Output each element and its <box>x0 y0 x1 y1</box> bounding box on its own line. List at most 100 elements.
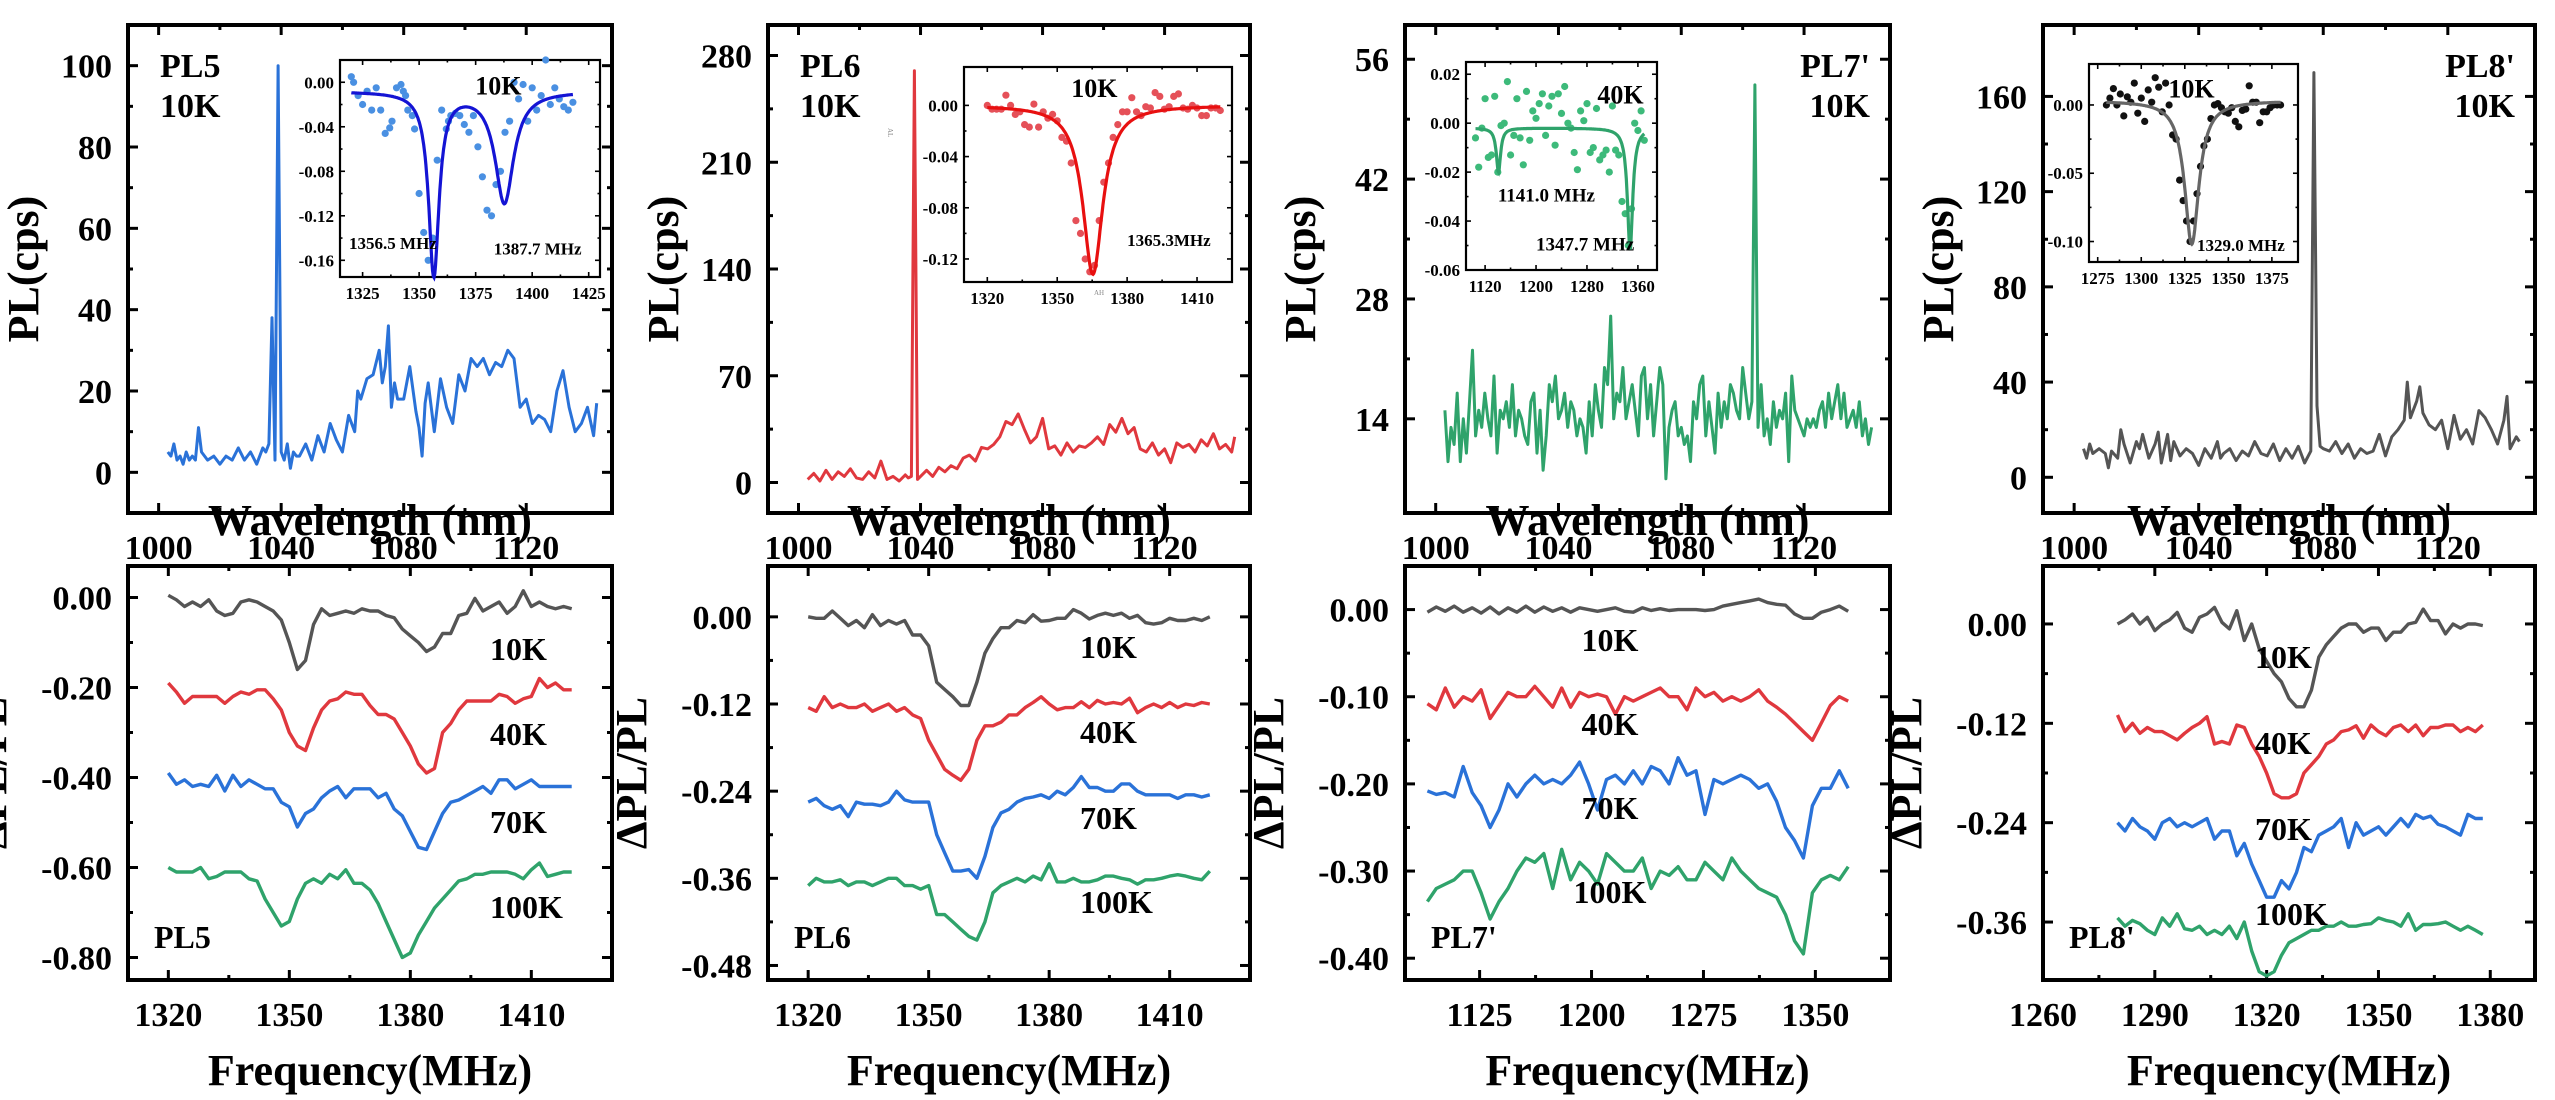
inset-data-point <box>1475 163 1483 171</box>
y-tick-label: -0.12 <box>1956 706 2027 743</box>
inset-data-point <box>1640 136 1648 144</box>
inset-data-point <box>515 95 523 103</box>
y-tick-label: 40 <box>78 293 112 330</box>
inset-data-point <box>1202 112 1210 120</box>
inset-data-point <box>1542 131 1550 139</box>
y-tick-label: -0.12 <box>923 250 958 269</box>
inset-fit-curve <box>1475 126 1646 251</box>
inset-data-point <box>1510 131 1518 139</box>
temperature-label: 40K <box>2255 725 2312 761</box>
x-tick-label: 1325 <box>346 284 380 303</box>
inset-data-point <box>1146 104 1154 112</box>
inset-data-point <box>408 112 416 120</box>
odmr-trace-10K <box>167 589 573 672</box>
inset-data-point <box>438 106 446 114</box>
inset-data-point <box>1516 134 1524 142</box>
inset-data-point <box>2176 176 2184 184</box>
inset-data-point <box>1602 146 1610 154</box>
odmr-trace-70K <box>807 774 1211 880</box>
x-tick-label: 1350 <box>402 284 436 303</box>
inset-data-point <box>2242 105 2250 113</box>
y-tick-label: 0.00 <box>1968 607 2028 644</box>
y-tick-label: -0.48 <box>681 948 752 985</box>
plot-frame <box>962 65 1234 284</box>
plot-frame <box>766 564 1252 982</box>
inset-data-point <box>1605 168 1613 176</box>
y-tick-label: -0.10 <box>2048 233 2083 252</box>
inset-data-point <box>2134 109 2142 117</box>
inset-data-point <box>1513 95 1521 103</box>
inset-data-point <box>1072 217 1080 225</box>
inset-fit-curve <box>987 105 1221 277</box>
y-tick-label: -0.24 <box>1956 806 2027 843</box>
spectrum-line <box>2082 71 2521 470</box>
y-tick-label: -0.80 <box>41 941 112 978</box>
x-tick-label: 1080 <box>2289 530 2357 567</box>
y-tick-label: 40 <box>1993 365 2027 402</box>
inset-data-point <box>1067 159 1075 167</box>
odmr-trace-40K <box>167 676 572 775</box>
y-tick-label: 0.00 <box>2053 96 2083 115</box>
odmr-trace-70K <box>1426 756 1850 860</box>
odmr-trace-40K <box>2115 714 2484 800</box>
sample-label: PL5 <box>154 919 211 955</box>
inset-data-point <box>551 84 559 92</box>
inset-data-point <box>2109 85 2117 93</box>
inset-data-point <box>420 228 428 237</box>
x-tick-label: 1080 <box>370 530 438 567</box>
inset-data-point <box>1535 100 1543 108</box>
x-tick-label: 1120 <box>493 530 559 567</box>
y-tick-label: 56 <box>1355 42 1389 79</box>
y-tick-label: -0.40 <box>1318 941 1389 978</box>
inset-data-point <box>433 156 441 164</box>
x-tick-label: 1040 <box>887 530 955 567</box>
inset-data-point <box>1030 100 1038 108</box>
plot-frame <box>1403 23 1892 515</box>
y-axis-title: ΔPL/PL <box>607 697 656 849</box>
inset-data-point <box>2151 74 2159 82</box>
y-axis-title: PL(cps) <box>1276 196 1325 343</box>
x-tick-label: 1350 <box>895 997 963 1034</box>
odmr-panel-1: 1320 1350 1380 1410 0.00 -0.20 -0.40 -0.60 -0.80… <box>0 564 614 1095</box>
x-tick-label: 1000 <box>1402 530 1470 567</box>
inset-data-point <box>1532 114 1540 122</box>
inset-data-point <box>546 100 554 109</box>
x-tick-label: 1040 <box>2165 530 2233 567</box>
inset-data-point <box>542 56 550 64</box>
spectrum-panel-2: 1000 1040 1080 1120 0 70 140 210 280 Wavelength (… <box>639 23 1252 567</box>
inset-peak-annotation: 1387.7 MHz <box>494 240 582 259</box>
temperature-label: 100K <box>490 889 563 925</box>
inset-data-point <box>2245 82 2253 90</box>
temperature-label: 10K <box>1582 622 1639 658</box>
inset-data-point <box>1526 136 1534 144</box>
x-tick-label: 1000 <box>125 530 193 567</box>
temperature-label: 100K <box>1574 874 1647 910</box>
x-axis-title: Frequency(MHz) <box>208 1046 532 1095</box>
y-tick-label: 60 <box>78 211 112 248</box>
x-tick-label: 1350 <box>2211 269 2245 288</box>
inset-data-point <box>1007 101 1015 109</box>
x-tick-label: 1425 <box>572 284 606 303</box>
inset-data-point <box>483 206 491 214</box>
inset-data-point <box>1573 166 1581 174</box>
inset-data-point <box>2141 117 2149 125</box>
y-axis-title: PL(cps) <box>639 196 688 343</box>
inset-data-point <box>1608 102 1616 110</box>
plot-frame <box>338 58 602 279</box>
inset-data-point <box>2155 83 2163 91</box>
y-tick-label: 210 <box>701 145 752 182</box>
inset-data-point <box>1548 92 1556 100</box>
inset-data-point <box>1049 110 1057 118</box>
inset-data-point <box>415 189 423 198</box>
y-tick-label: -0.08 <box>923 199 958 218</box>
odmr-trace-100K <box>167 861 572 960</box>
inset-data-point <box>1570 148 1578 157</box>
y-tick-label: 70 <box>718 359 752 396</box>
inset-data-point <box>388 117 396 125</box>
temperature-label: 100K <box>1080 884 1153 920</box>
inset-data-point <box>537 92 545 100</box>
inset-data-point <box>397 80 405 89</box>
y-tick-label: -0.05 <box>2048 164 2083 183</box>
inset-plot: 1120 1200 1280 1360 0.02 0.00 -0.02 -0.04 -0.06 4… <box>1425 60 1659 296</box>
